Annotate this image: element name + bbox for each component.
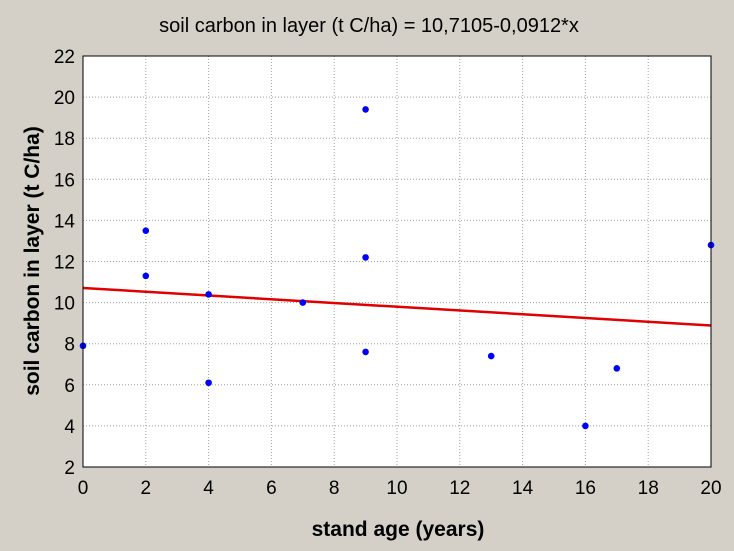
- x-tick-label: 8: [329, 478, 340, 499]
- x-tick-label: 12: [449, 478, 470, 499]
- data-point: [362, 106, 369, 113]
- data-points: [79, 106, 715, 430]
- y-axis-title: soil carbon in layer (t C/ha): [21, 126, 44, 396]
- y-tick-label: 18: [54, 129, 75, 150]
- x-tick-label: 14: [512, 478, 534, 499]
- x-tick-label: 6: [266, 478, 277, 499]
- y-tick-label: 4: [64, 417, 75, 438]
- x-tick-label: 4: [203, 478, 214, 499]
- data-point: [299, 299, 307, 306]
- regression-line-group: [82, 286, 712, 327]
- y-tick-label: 22: [54, 47, 75, 68]
- y-tick-label: 8: [64, 335, 75, 356]
- y-tick-label: 14: [54, 211, 76, 232]
- y-tick-label: 20: [54, 88, 75, 109]
- data-point: [487, 352, 495, 360]
- plot-frame: [82, 55, 712, 468]
- y-tick-labels: 2 4 6 8 10 12 14 16 18 20 22: [54, 47, 76, 479]
- chart-title: soil carbon in layer (t C/ha) = 10,7105-…: [159, 15, 579, 37]
- plot-area: [83, 56, 711, 467]
- y-tick-label: 16: [54, 170, 75, 191]
- x-tick-label: 20: [700, 478, 721, 499]
- grid-lines: [83, 56, 711, 467]
- data-point: [205, 291, 212, 298]
- x-tick-label: 2: [141, 478, 152, 499]
- y-tick-label: 2: [64, 458, 75, 479]
- y-tick-label: 12: [54, 253, 75, 274]
- data-point: [362, 348, 369, 356]
- x-axis-title: stand age (years): [312, 518, 485, 541]
- x-tick-label: 0: [78, 478, 89, 499]
- data-point: [205, 379, 212, 387]
- regression-line: [82, 286, 712, 327]
- x-tick-label: 10: [386, 478, 407, 499]
- data-point: [142, 227, 150, 234]
- data-point: [142, 272, 150, 280]
- x-tick-labels: 0 2 4 6 8 10 12 14 16 18 20: [78, 478, 722, 499]
- x-tick-label: 18: [638, 478, 659, 499]
- x-tick-label: 16: [575, 478, 596, 499]
- data-point: [613, 365, 621, 372]
- y-tick-label: 10: [54, 294, 75, 315]
- data-point: [362, 254, 369, 261]
- y-tick-label: 6: [64, 376, 75, 397]
- data-point: [582, 422, 589, 430]
